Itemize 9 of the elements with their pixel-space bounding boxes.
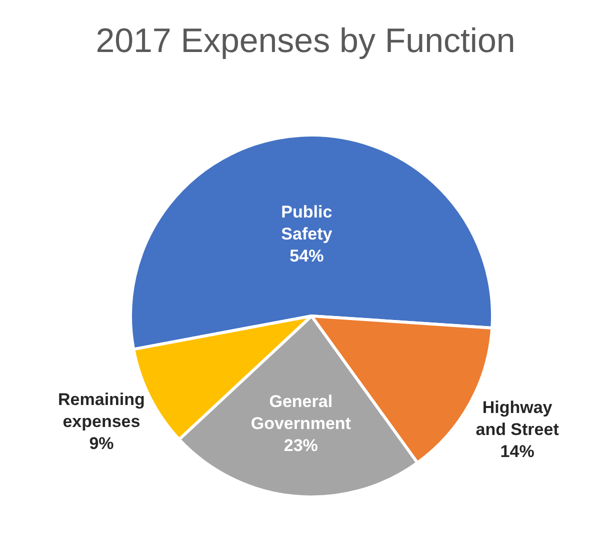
data-label: 54% [290,246,324,266]
chart-title: 2017 Expenses by Function [94,22,516,61]
data-label: 14% [500,442,534,461]
data-label: 9% [89,434,114,453]
slice-label: General Government [250,392,352,433]
data-label: 23% [284,436,318,455]
slice-label: Highway and Street [476,398,560,439]
slice-label: Remaining expenses [58,390,145,431]
slice-label: Public Safety [281,202,333,244]
